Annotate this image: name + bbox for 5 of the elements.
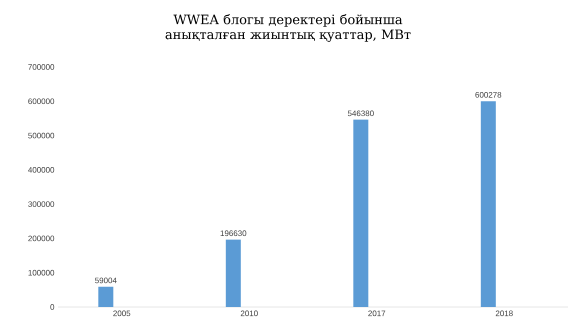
- bar: [98, 286, 114, 307]
- bar: [226, 240, 241, 307]
- bar: [480, 101, 496, 307]
- chart-title: WWEA блогы деректері бойынша анықталған жиынтық қуаттар, МВт: [166, 14, 411, 42]
- bar: [353, 120, 368, 307]
